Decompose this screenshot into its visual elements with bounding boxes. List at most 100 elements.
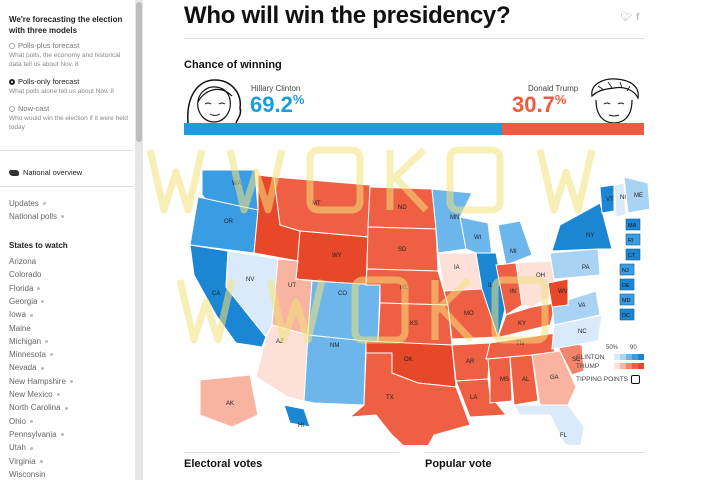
national-overview-link[interactable]: National overview: [9, 168, 82, 177]
state-box-label: NJ: [622, 268, 629, 274]
state-box-dc[interactable]: [619, 308, 635, 321]
legend-clinton-scale: [614, 354, 644, 360]
state-label: AL: [522, 377, 530, 383]
state-link[interactable]: New Mexico: [9, 390, 60, 399]
state-link[interactable]: Maine: [9, 323, 31, 333]
national-polls-link[interactable]: National polls: [9, 212, 65, 221]
state-label: MN: [450, 215, 459, 221]
state-box-label: DC: [622, 313, 630, 319]
state-link[interactable]: Michigan: [9, 337, 49, 346]
state-link[interactable]: Nevada: [9, 363, 44, 372]
state-wv[interactable]: [547, 278, 569, 308]
state-link[interactable]: Georgia: [9, 297, 45, 306]
chance-of-winning-heading: Chance of winning: [184, 59, 282, 71]
model-polls-plus[interactable]: Polls-plus forecast What polls, the econ…: [9, 41, 133, 69]
trump-percentage: 30.7%: [512, 92, 567, 117]
state-label: OR: [224, 219, 234, 225]
trump-portrait-icon: [591, 78, 639, 124]
state-label: AR: [466, 359, 475, 365]
state-label: NE: [400, 285, 408, 291]
state-box-label: RI: [628, 238, 634, 244]
state-box-ma[interactable]: [625, 218, 641, 231]
state-label: SC: [572, 357, 581, 363]
model-now-cast[interactable]: Now-cast Who would win the election if i…: [9, 104, 133, 132]
state-link[interactable]: Iowa: [9, 310, 33, 319]
state-label: NM: [330, 343, 339, 349]
state-link[interactable]: Ohio: [9, 417, 33, 426]
state-label: NC: [578, 329, 587, 335]
model-polls-only[interactable]: Polls-only forecast What polls alone tel…: [9, 77, 133, 96]
legend-tipping-label: TIPPING POINTS: [576, 376, 629, 383]
state-tx[interactable]: [348, 352, 471, 445]
state-label: NV: [246, 277, 254, 283]
state-label: AZ: [276, 339, 284, 345]
state-link[interactable]: Florida: [9, 284, 41, 293]
state-la[interactable]: [455, 378, 507, 418]
state-box-md[interactable]: [619, 293, 635, 306]
us-electoral-map[interactable]: WAORCANVIDMTWYUTAZCONMNDSDNEKSOKTXMNIAMO…: [180, 165, 650, 445]
state-fl[interactable]: [513, 404, 585, 445]
scrollbar[interactable]: [135, 0, 143, 480]
facebook-icon[interactable]: f: [636, 12, 640, 23]
radio-selected-icon[interactable]: [9, 78, 15, 85]
state-label: TN: [516, 341, 524, 347]
legend-trump-scale: [614, 363, 644, 369]
state-link[interactable]: New Hampshire: [9, 377, 73, 386]
state-link[interactable]: Wisconsin: [9, 469, 46, 479]
state-mi[interactable]: [497, 220, 533, 266]
state-link[interactable]: Pennsylvania: [9, 430, 64, 439]
page-title: Who will win the presidency?: [184, 2, 511, 29]
legend-scale-high: 90: [630, 345, 637, 351]
state-link[interactable]: Virginia: [9, 457, 43, 466]
state-link[interactable]: North Carolina: [9, 403, 68, 412]
divider: [184, 38, 644, 39]
state-box-de[interactable]: [619, 278, 635, 291]
state-link[interactable]: Utah: [9, 443, 33, 452]
scrollbar-thumb[interactable]: [136, 2, 142, 142]
state-vt[interactable]: [599, 184, 615, 214]
state-box-label: DE: [622, 283, 630, 289]
state-nh[interactable]: [613, 182, 627, 218]
state-ia[interactable]: [437, 252, 483, 292]
model-desc: What polls alone tell us about Nov. 8: [9, 88, 115, 95]
updates-link[interactable]: Updates: [9, 199, 46, 208]
state-ak[interactable]: [199, 374, 259, 428]
state-label: IA: [454, 265, 460, 271]
state-label: KS: [410, 321, 418, 327]
state-label: GA: [550, 375, 559, 381]
state-pa[interactable]: [549, 248, 601, 280]
state-link[interactable]: Arizona: [9, 257, 37, 266]
clinton-name: Hillary Clinton: [251, 84, 301, 93]
states-to-watch-heading: States to watch: [9, 241, 68, 250]
model-title: Polls-only forecast: [18, 77, 80, 86]
state-mt[interactable]: [273, 176, 371, 238]
state-label: PA: [582, 265, 590, 271]
state-box-nj[interactable]: [619, 263, 635, 276]
state-link[interactable]: Minnesota: [9, 350, 53, 359]
win-probability-bar: [184, 123, 644, 135]
radio-icon[interactable]: [9, 105, 15, 112]
state-label: WA: [232, 181, 241, 187]
state-label: VT: [606, 197, 614, 203]
state-link[interactable]: Colorado: [9, 270, 42, 280]
state-label: AK: [226, 401, 234, 407]
state-va[interactable]: [551, 290, 601, 326]
state-label: OK: [404, 357, 413, 363]
state-label: HI: [298, 423, 304, 429]
tipping-point-icon: [631, 375, 640, 384]
state-ga[interactable]: [531, 350, 577, 406]
state-box-ri[interactable]: [625, 233, 641, 246]
state-ms[interactable]: [487, 356, 513, 404]
state-label: WY: [332, 253, 342, 259]
state-label: LA: [470, 395, 477, 401]
divider: [0, 186, 133, 187]
divider: [0, 150, 133, 151]
state-me[interactable]: [623, 176, 650, 214]
twitter-icon[interactable]: 🐦︎: [620, 12, 633, 23]
radio-icon[interactable]: [9, 42, 15, 49]
state-hi[interactable]: [283, 404, 311, 428]
state-box-label: MD: [622, 298, 631, 304]
us-map-icon: [9, 169, 19, 176]
state-box-ct[interactable]: [625, 248, 641, 261]
state-al[interactable]: [509, 354, 539, 406]
